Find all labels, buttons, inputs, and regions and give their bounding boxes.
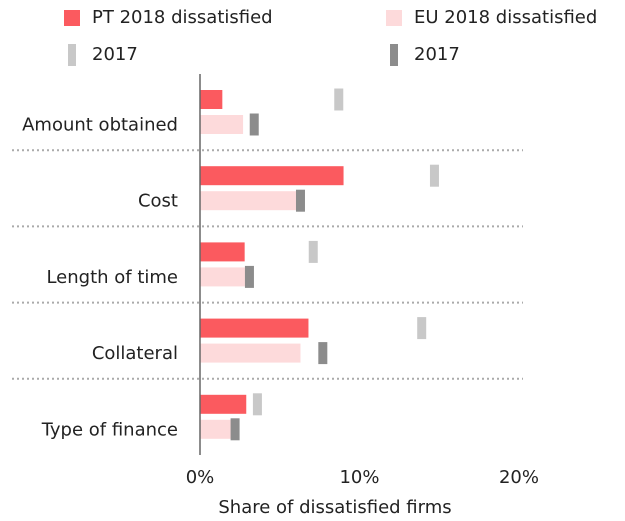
- x-axis-label: Share of dissatisfied firms: [218, 497, 451, 518]
- y-tick-label: Amount obtained: [22, 115, 178, 136]
- marker-2017: [334, 88, 344, 111]
- legend-label: 2017: [92, 44, 138, 65]
- x-tick-label: 0%: [186, 467, 215, 488]
- marker-2017: [417, 317, 427, 340]
- legend-swatch: [390, 44, 398, 66]
- bar: [200, 115, 244, 134]
- marker-2017: [252, 393, 262, 416]
- legend-label: 2017: [414, 44, 460, 65]
- bar: [200, 166, 344, 186]
- y-tick-label: Type of finance: [41, 419, 178, 440]
- bar: [200, 267, 247, 287]
- legend-swatch: [64, 10, 80, 26]
- x-tick-label: 10%: [339, 467, 379, 488]
- bar: [200, 191, 298, 211]
- marker-2017: [308, 240, 318, 263]
- bar: [200, 394, 247, 414]
- y-tick-label: Cost: [138, 191, 178, 212]
- legend-label: PT 2018 dissatisfied: [92, 7, 273, 28]
- marker-2017: [244, 265, 254, 288]
- y-tick-label: Length of time: [46, 267, 178, 288]
- bar: [200, 90, 223, 109]
- legend-swatch: [386, 10, 402, 26]
- bar: [200, 343, 301, 363]
- legend-label: EU 2018 dissatisfied: [414, 7, 597, 28]
- x-tick-label: 20%: [499, 467, 539, 488]
- marker-2017: [230, 418, 240, 441]
- marker-2017: [249, 113, 259, 136]
- marker-2017: [295, 189, 305, 212]
- bar: [200, 318, 309, 338]
- marker-2017: [429, 164, 439, 187]
- legend-swatch: [68, 44, 76, 66]
- marker-2017: [318, 342, 328, 365]
- bar: [200, 242, 245, 262]
- bar: [200, 419, 232, 439]
- y-tick-label: Collateral: [92, 343, 178, 364]
